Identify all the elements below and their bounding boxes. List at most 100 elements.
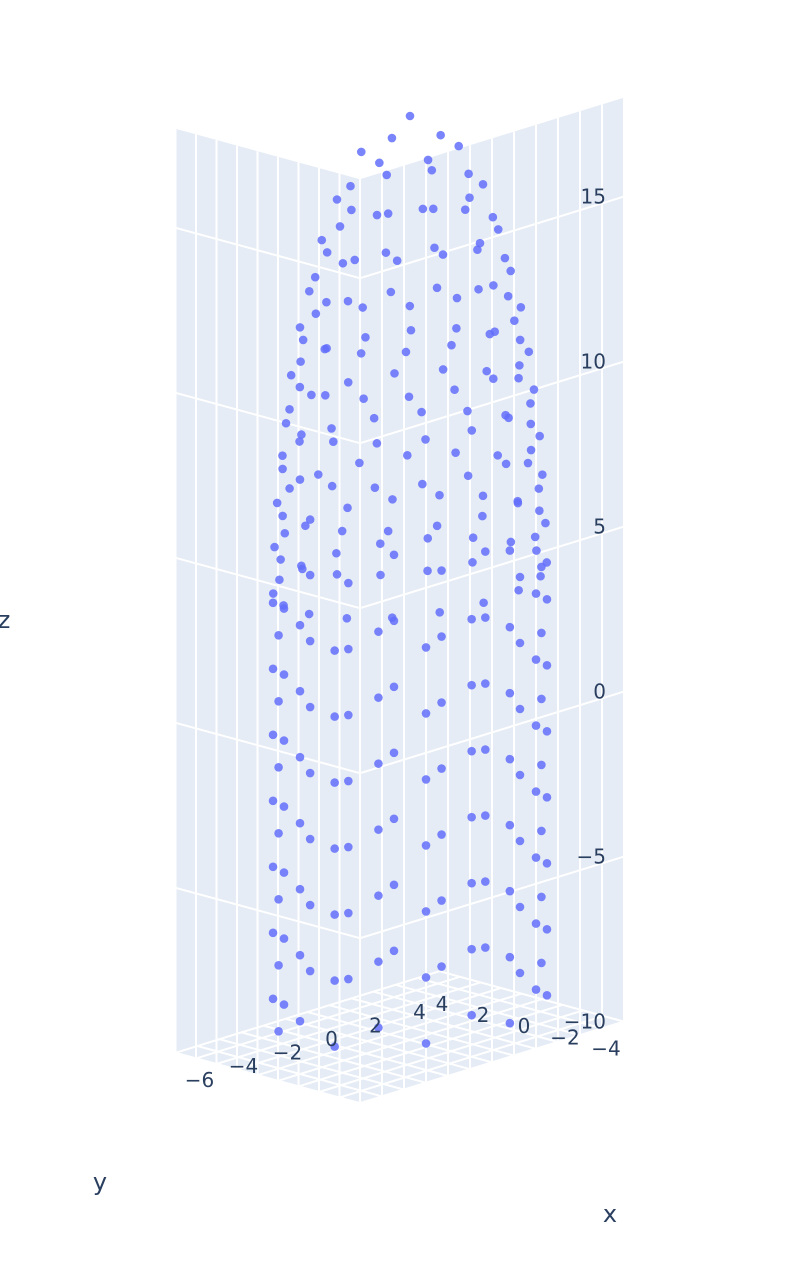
data-point[interactable] (542, 595, 552, 604)
data-point[interactable] (542, 727, 552, 736)
data-point[interactable] (452, 323, 461, 333)
data-point[interactable] (268, 598, 278, 608)
data-point[interactable] (473, 245, 482, 255)
data-point[interactable] (322, 248, 332, 257)
data-point[interactable] (489, 374, 498, 384)
data-point[interactable] (383, 209, 393, 218)
data-point[interactable] (506, 537, 516, 547)
data-point[interactable] (454, 141, 464, 151)
data-point[interactable] (280, 528, 290, 538)
data-point[interactable] (505, 952, 515, 962)
data-point[interactable] (534, 484, 544, 493)
data-point[interactable] (347, 205, 356, 215)
data-point[interactable] (268, 796, 278, 806)
data-point[interactable] (467, 426, 477, 435)
data-point[interactable] (356, 349, 366, 358)
data-point[interactable] (387, 133, 397, 143)
data-point[interactable] (374, 891, 383, 900)
data-point[interactable] (332, 195, 342, 204)
data-point[interactable] (438, 365, 448, 374)
data-point[interactable] (389, 682, 399, 692)
data-point[interactable] (307, 390, 316, 400)
data-point[interactable] (268, 862, 278, 872)
data-point[interactable] (330, 1042, 339, 1051)
data-point[interactable] (305, 966, 315, 976)
data-point[interactable] (421, 643, 431, 652)
data-point[interactable] (268, 994, 278, 1004)
data-point[interactable] (320, 391, 330, 400)
data-point[interactable] (513, 498, 523, 508)
data-point[interactable] (493, 451, 503, 460)
data-point[interactable] (501, 459, 511, 469)
data-point[interactable] (435, 490, 444, 500)
data-point[interactable] (489, 281, 498, 290)
data-point[interactable] (279, 670, 289, 679)
data-point[interactable] (390, 369, 399, 378)
data-point[interactable] (274, 894, 283, 904)
data-point[interactable] (279, 802, 289, 811)
data-point[interactable] (418, 204, 428, 214)
data-point[interactable] (481, 943, 490, 952)
data-point[interactable] (535, 431, 544, 441)
data-point[interactable] (523, 458, 533, 468)
data-point[interactable] (432, 521, 442, 531)
data-point[interactable] (485, 329, 495, 339)
data-point[interactable] (526, 419, 536, 429)
data-point[interactable] (372, 439, 382, 448)
data-point[interactable] (372, 210, 382, 220)
data-point[interactable] (541, 518, 550, 528)
data-point[interactable] (404, 392, 414, 402)
data-point[interactable] (542, 558, 552, 567)
data-point[interactable] (437, 698, 446, 707)
data-point[interactable] (418, 479, 427, 489)
data-point[interactable] (382, 170, 391, 180)
data-point[interactable] (332, 548, 341, 558)
data-point[interactable] (375, 539, 385, 549)
data-point[interactable] (515, 572, 525, 582)
data-point[interactable] (478, 491, 488, 501)
data-point[interactable] (301, 521, 310, 531)
data-point[interactable] (346, 181, 355, 191)
data-point[interactable] (505, 754, 515, 764)
data-point[interactable] (467, 1010, 476, 1020)
data-point[interactable] (516, 302, 526, 312)
data-point[interactable] (374, 759, 383, 768)
data-point[interactable] (330, 778, 339, 787)
data-point[interactable] (278, 511, 287, 521)
data-point[interactable] (467, 878, 476, 888)
data-point[interactable] (279, 736, 289, 745)
data-point[interactable] (468, 558, 477, 567)
data-point[interactable] (337, 526, 347, 536)
data-point[interactable] (467, 746, 476, 756)
data-point[interactable] (295, 818, 305, 828)
data-point[interactable] (295, 884, 305, 894)
data-point[interactable] (330, 712, 339, 721)
data-point[interactable] (535, 506, 544, 515)
data-point[interactable] (460, 205, 470, 214)
data-point[interactable] (295, 950, 305, 960)
data-point[interactable] (344, 578, 353, 588)
data-point[interactable] (531, 589, 541, 598)
data-point[interactable] (285, 405, 294, 414)
data-point[interactable] (295, 437, 304, 446)
data-point[interactable] (272, 498, 282, 508)
data-point[interactable] (467, 812, 476, 822)
data-point[interactable] (515, 335, 525, 345)
data-point[interactable] (359, 394, 368, 404)
data-point[interactable] (515, 704, 525, 714)
data-point[interactable] (531, 787, 541, 796)
data-point[interactable] (305, 834, 315, 844)
data-point[interactable] (467, 944, 476, 954)
data-point[interactable] (447, 340, 456, 350)
data-point[interactable] (342, 613, 352, 623)
data-point[interactable] (482, 366, 491, 376)
data-point[interactable] (388, 495, 397, 504)
data-point[interactable] (330, 976, 339, 985)
data-point[interactable] (311, 309, 321, 318)
data-point[interactable] (493, 225, 503, 234)
data-point[interactable] (437, 764, 446, 773)
data-point[interactable] (421, 841, 431, 850)
data-point[interactable] (531, 655, 541, 664)
data-point[interactable] (275, 575, 284, 585)
data-point[interactable] (295, 1016, 305, 1026)
